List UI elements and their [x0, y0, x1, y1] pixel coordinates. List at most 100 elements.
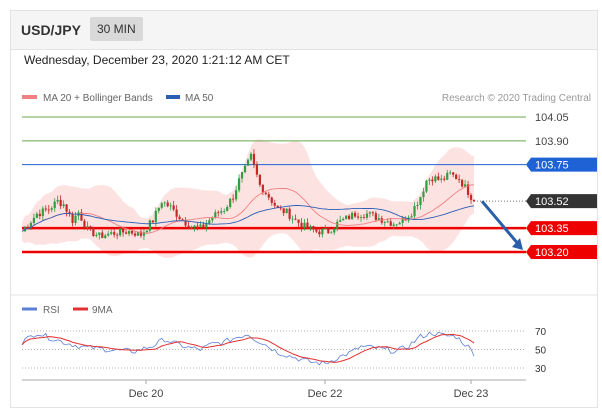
- candle-body: [255, 164, 259, 175]
- timestamp: Wednesday, December 23, 2020 1:21:12 AM …: [24, 53, 290, 67]
- candle-body: [202, 224, 205, 227]
- candle-body: [172, 205, 175, 210]
- candle-body: [386, 221, 389, 223]
- candle-body: [246, 159, 250, 166]
- candle-body: [348, 215, 351, 220]
- candle-body: [68, 211, 71, 214]
- candle-body: [288, 208, 291, 219]
- candle-body: [163, 202, 166, 204]
- candle-body: [35, 213, 38, 218]
- candle-body: [157, 207, 160, 211]
- candle-body: [261, 184, 264, 193]
- candle-body: [461, 180, 464, 187]
- candle-body: [211, 218, 214, 221]
- candle-body: [309, 226, 312, 229]
- candle-body: [196, 225, 199, 227]
- candle-body: [101, 232, 104, 238]
- rsi-ma-line: [21, 333, 475, 363]
- candle-body: [160, 203, 163, 208]
- candle-body: [53, 201, 56, 209]
- ma20-line: [21, 184, 475, 234]
- candle-body: [29, 222, 33, 228]
- candle-body: [80, 212, 83, 221]
- forecast-arrowhead-icon: [512, 238, 523, 250]
- candle-body: [124, 232, 128, 234]
- candle-body: [365, 213, 369, 218]
- candle-body: [95, 234, 98, 236]
- candle-body: [89, 226, 92, 228]
- rsi-lines: [21, 331, 475, 366]
- candle-body: [142, 232, 146, 236]
- candle-body: [139, 231, 143, 236]
- candle-body: [312, 226, 315, 230]
- candle-body: [401, 217, 404, 223]
- x-tick-label-dec-23: Dec 23: [454, 388, 489, 400]
- candle-body: [26, 227, 30, 229]
- candle-body: [392, 224, 395, 226]
- chart-header: USD/JPY 30 MIN: [11, 11, 597, 50]
- moving-averages: [21, 184, 475, 234]
- candle-body: [145, 230, 148, 233]
- candle-body: [291, 218, 294, 220]
- price-levels: [22, 116, 526, 254]
- candle-body: [434, 176, 437, 182]
- candle-body: [321, 229, 324, 235]
- candle-body: [184, 220, 187, 226]
- candle-body: [83, 220, 86, 228]
- candle-body: [416, 204, 419, 207]
- candle-body: [300, 222, 303, 228]
- candle-body: [116, 234, 119, 236]
- candle-body: [318, 231, 321, 235]
- last-price-label: 103.52: [535, 196, 569, 208]
- candle-body: [44, 208, 47, 210]
- candle-body: [264, 192, 267, 195]
- candle-body: [330, 232, 333, 234]
- level-label-103-35: 103.35: [535, 223, 569, 235]
- candle-body: [32, 217, 35, 223]
- level-label-103-75: 103.75: [535, 160, 569, 172]
- candle-body: [279, 207, 282, 209]
- candle-body: [273, 202, 276, 206]
- candle-body: [208, 220, 211, 224]
- candle-body: [339, 220, 342, 222]
- candle-body: [59, 199, 62, 207]
- candle-body: [122, 228, 125, 233]
- candle-body: [428, 179, 431, 181]
- last-price-tag-shape: [526, 194, 597, 209]
- candle-body: [362, 217, 366, 219]
- rsi-tick-30: 30: [535, 364, 547, 375]
- candle-body: [107, 233, 110, 236]
- timeframe-badge[interactable]: 30 MIN: [90, 17, 143, 41]
- candle-body: [47, 209, 50, 211]
- candle-body: [395, 224, 398, 226]
- candle-body: [469, 194, 473, 200]
- candle-body: [62, 204, 65, 207]
- candle-body: [371, 212, 374, 214]
- candle-body: [472, 199, 476, 202]
- candle-body: [113, 232, 116, 235]
- candle-body: [148, 220, 151, 231]
- candle-body: [345, 215, 348, 219]
- candle-body: [353, 212, 357, 217]
- candle-body: [306, 222, 309, 229]
- candle-body: [175, 209, 178, 217]
- candle-body: [425, 180, 428, 192]
- level-tag-104-05: 104.05: [535, 112, 569, 124]
- candle-body: [74, 215, 77, 223]
- candle-body: [333, 228, 336, 233]
- overlay: [480, 200, 523, 250]
- candle-body: [327, 228, 330, 234]
- rsi-ma-legend-label: 9MA: [92, 305, 113, 316]
- candle-body: [235, 190, 238, 200]
- x-tick-label-dec-22: Dec 22: [308, 388, 343, 400]
- candle-body: [166, 202, 169, 207]
- candle-body: [455, 174, 458, 180]
- candle-body: [151, 220, 154, 223]
- candle-body: [466, 184, 470, 195]
- candle-body: [205, 223, 208, 227]
- candle-body: [297, 219, 300, 223]
- candle-body: [38, 213, 41, 217]
- candle-body: [368, 212, 372, 214]
- candle-body: [303, 222, 306, 228]
- candle-body: [285, 208, 288, 214]
